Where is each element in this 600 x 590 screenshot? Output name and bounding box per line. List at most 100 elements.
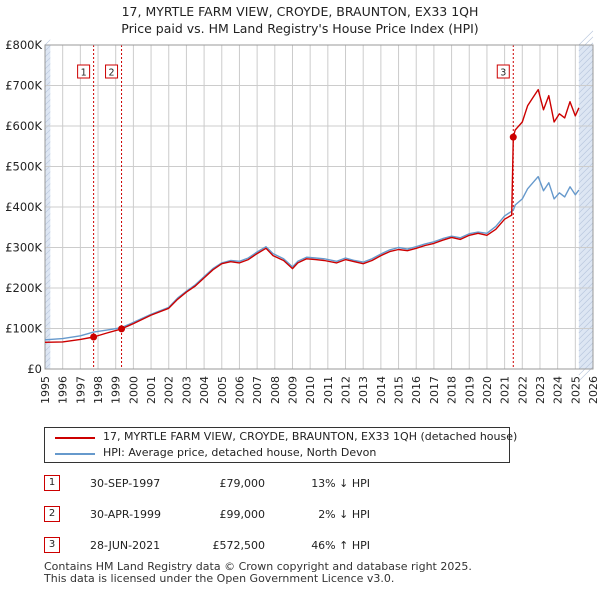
- hatch-line: [44, 237, 51, 244]
- sale-badge: 2: [44, 506, 60, 522]
- x-tick-label: 2011: [322, 376, 335, 404]
- hatch-line: [578, 54, 594, 70]
- sale-point: [118, 325, 126, 333]
- x-tick-label: 2025: [569, 376, 582, 404]
- hatch-line: [578, 156, 594, 172]
- hatch-line: [44, 225, 51, 232]
- sale-label: 1: [81, 68, 87, 79]
- hatch-line: [44, 279, 51, 286]
- hatch-line: [578, 282, 594, 298]
- x-tick-label: 2021: [499, 376, 512, 404]
- hatch-line: [578, 126, 594, 142]
- x-tick-label: 2020: [481, 376, 494, 404]
- hatch-line: [578, 132, 594, 148]
- hatch-line: [44, 171, 51, 178]
- hatch-line: [44, 207, 51, 214]
- y-tick-label: £100K: [5, 322, 42, 336]
- hatch-line: [44, 243, 51, 250]
- hatch-line: [44, 147, 51, 154]
- hatch-line: [44, 303, 51, 310]
- hatch-line: [578, 228, 594, 244]
- hatch-line: [44, 105, 51, 112]
- hatch-line: [44, 189, 51, 196]
- sale-price: £79,000: [219, 477, 266, 490]
- sale-date: 28-JUN-2021: [90, 539, 161, 552]
- x-tick-label: 2003: [180, 376, 193, 404]
- hatch-line: [44, 99, 51, 106]
- x-tick-label: 1996: [57, 376, 70, 404]
- hatch-line: [578, 288, 594, 304]
- sale-point: [90, 333, 98, 341]
- y-tick-label: £200K: [5, 281, 42, 295]
- hatch-line: [44, 309, 51, 316]
- sale-point: [509, 133, 517, 141]
- x-tick-label: 2008: [269, 376, 282, 404]
- hatch-line: [578, 210, 594, 226]
- sale-badge: 3: [44, 537, 60, 553]
- hatch-line: [578, 336, 594, 352]
- hatch-line: [578, 276, 594, 292]
- x-tick-label: 2026: [587, 376, 600, 404]
- x-tick-label: 2001: [145, 376, 158, 404]
- hatch-line: [578, 180, 594, 196]
- hatch-line: [44, 81, 51, 88]
- hatch-line: [578, 222, 594, 238]
- x-tick-label: 1995: [39, 376, 52, 404]
- hatch-line: [578, 300, 594, 316]
- hatch-line: [578, 192, 594, 208]
- sale-price: £99,000: [219, 508, 266, 521]
- hatch-line: [578, 306, 594, 322]
- hatch-line: [44, 45, 51, 52]
- x-tick-label: 2019: [463, 376, 476, 404]
- hatch-line: [44, 51, 51, 58]
- x-tick-label: 2015: [393, 376, 406, 404]
- hatch-line: [578, 318, 594, 334]
- hatch-line: [44, 75, 51, 82]
- x-tick-label: 2009: [286, 376, 299, 404]
- price-chart: 1 2 3 £0 £100K £200K £300K £400K £500K £600K £700K…: [5, 30, 600, 404]
- x-tick-label: 2016: [410, 376, 423, 404]
- x-tick-label: 2004: [198, 376, 211, 404]
- hatch-line: [44, 333, 51, 340]
- x-tick-label: 1999: [110, 376, 123, 404]
- hatch-line: [44, 129, 51, 136]
- sale-label: 3: [500, 68, 506, 79]
- hatch-line: [578, 150, 594, 166]
- x-tick-label: 2012: [340, 376, 353, 404]
- hatch-line: [578, 342, 594, 358]
- hatch-line: [44, 297, 51, 304]
- sale-hpi: 13% ↓ HPI: [311, 477, 370, 490]
- hatch-line: [578, 294, 594, 310]
- x-tick-label: 2018: [446, 376, 459, 404]
- hatch-line: [578, 96, 594, 112]
- series-line-price: [44, 88, 580, 343]
- sale-label-box: [77, 64, 91, 79]
- hatch-line: [44, 321, 51, 328]
- hatch-line: [44, 39, 51, 46]
- hatch-line: [578, 252, 594, 268]
- hatch-line: [44, 195, 51, 202]
- x-tick-label: 2022: [516, 376, 529, 404]
- hatch-line: [44, 213, 51, 220]
- hatch-line: [578, 36, 594, 52]
- y-tick-label: £800K: [5, 38, 42, 52]
- hatch-line: [578, 114, 594, 130]
- hatch-line: [44, 261, 51, 268]
- y-tick-label: £300K: [5, 241, 42, 255]
- x-tick-label: 2023: [534, 376, 547, 404]
- hatch-line: [578, 72, 594, 88]
- legend-swatch-price: [55, 437, 95, 439]
- x-tick-label: 2007: [251, 376, 264, 404]
- footer-copyright: Contains HM Land Registry data © Crown c…: [44, 560, 472, 573]
- hatch-line: [578, 360, 594, 376]
- sale-price: £572,500: [212, 539, 266, 552]
- hatch-line: [578, 198, 594, 214]
- hatch-line: [578, 348, 594, 364]
- hatch-line: [578, 90, 594, 106]
- hatch-line: [578, 354, 594, 370]
- x-tick-label: 2002: [163, 376, 176, 404]
- hatch-line: [578, 186, 594, 202]
- sale-hpi: 46% ↑ HPI: [311, 539, 370, 552]
- hatch-line: [44, 135, 51, 142]
- hatch-line: [578, 216, 594, 232]
